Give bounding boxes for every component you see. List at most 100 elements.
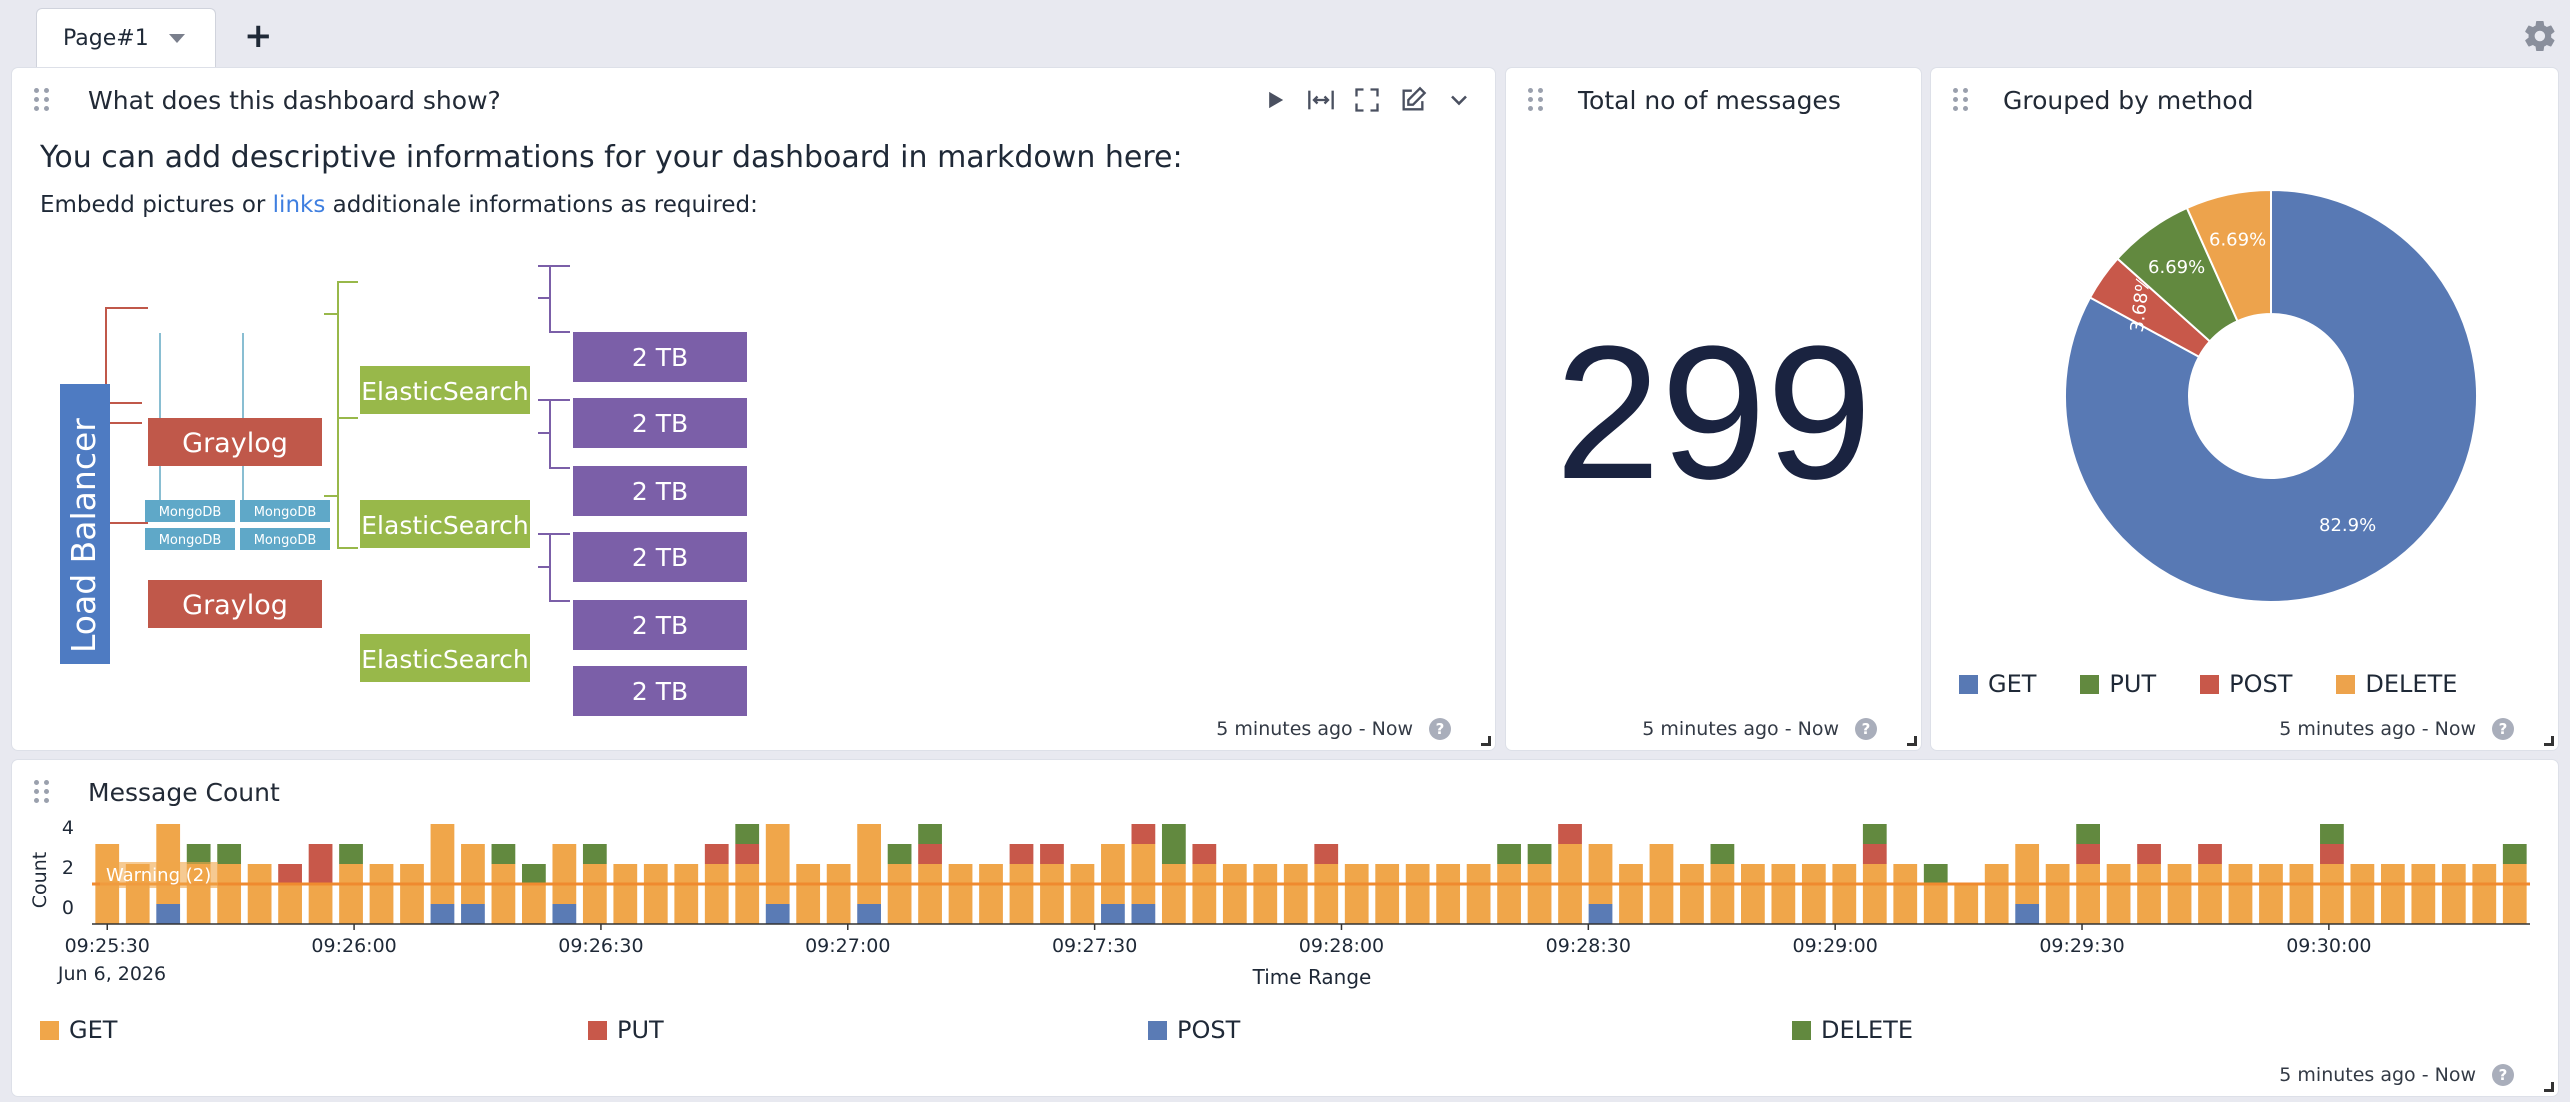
resize-handle[interactable] [1481,736,1491,746]
bar-segment-get[interactable] [1040,864,1064,924]
chevron-down-icon[interactable] [168,34,185,43]
bar-segment-get[interactable] [1832,864,1857,924]
help-icon[interactable]: ? [2492,1064,2514,1086]
bar-segment-get[interactable] [1741,864,1765,924]
bar-segment-put[interactable] [2137,844,2161,864]
bar-segment-put[interactable] [704,844,729,864]
bar-segment-get[interactable] [247,864,272,924]
fullscreen-icon[interactable] [1353,86,1381,114]
expand-width-icon[interactable] [1307,86,1335,114]
bar-segment-get[interactable] [2289,864,2314,924]
drag-handle-icon[interactable] [34,780,52,806]
bar-segment-get[interactable] [1710,864,1735,924]
bar-segment-get[interactable] [1619,864,1643,924]
help-icon[interactable]: ? [2492,718,2514,740]
bar-segment-get[interactable] [1344,864,1369,924]
bar-segment-get[interactable] [1893,864,1918,924]
bar-segment-put[interactable] [1192,844,1217,864]
bar-segment-post[interactable] [552,904,577,924]
play-icon[interactable] [1261,86,1289,114]
bar-segment-get[interactable] [979,864,1003,924]
bar-segment-get[interactable] [1101,844,1125,904]
bar-segment-put[interactable] [1009,844,1034,864]
bar-segment-get[interactable] [1161,864,1186,924]
edit-icon[interactable] [1399,86,1427,114]
bar-segment-delete[interactable] [186,844,211,864]
bar-segment-delete[interactable] [1923,864,1948,884]
legend-item-post[interactable]: POST [2200,670,2292,698]
resize-handle[interactable] [1907,736,1917,746]
bar-segment-put[interactable] [1862,844,1887,864]
bar-segment-delete[interactable] [217,844,242,864]
bar-segment-get[interactable] [2320,864,2344,924]
bar-segment-delete[interactable] [491,844,516,864]
bar-segment-put[interactable] [918,844,942,864]
bar-segment-get[interactable] [1527,864,1552,924]
bar-segment-get[interactable] [1801,864,1826,924]
bar-segment-get[interactable] [2441,864,2466,924]
bar-segment-put[interactable] [735,844,760,864]
bar-segment-get[interactable] [552,844,577,904]
bar-segment-delete[interactable] [522,864,546,884]
drag-handle-icon[interactable] [1953,88,1971,114]
bar-segment-post[interactable] [2015,904,2040,924]
bar-segment-put[interactable] [1314,844,1339,864]
resize-handle[interactable] [2544,1082,2554,1092]
bar-segment-get[interactable] [1283,864,1308,924]
bar-segment-get[interactable] [948,864,973,924]
drag-handle-icon[interactable] [1528,88,1546,114]
bar-segment-get[interactable] [461,844,485,904]
bar-segment-put[interactable] [278,864,302,884]
bar-segment-get[interactable] [918,864,942,924]
legend-item-put[interactable]: PUT [2080,670,2156,698]
bar-segment-post[interactable] [765,904,790,924]
bar-segment-get[interactable] [2380,864,2405,924]
bar-segment-post[interactable] [156,904,181,924]
bar-segment-get[interactable] [278,884,302,924]
bar-segment-get[interactable] [674,864,699,924]
legend-item-post[interactable]: POST [1148,1016,1240,1044]
bar-segment-post[interactable] [1131,904,1156,924]
bar-segment-get[interactable] [1588,844,1613,904]
bar-segment-get[interactable] [2228,864,2253,924]
add-tab-button[interactable]: + [244,16,273,56]
bar-segment-get[interactable] [400,864,424,924]
bar-segment-get[interactable] [1862,864,1887,924]
bar-segment-get[interactable] [826,864,851,924]
bar-segment-get[interactable] [1253,864,1278,924]
chevron-down-icon[interactable] [1445,86,1473,114]
bar-segment-get[interactable] [1771,864,1796,924]
bar-segment-put[interactable] [2198,844,2222,864]
bar-segment-get[interactable] [1192,864,1217,924]
bar-segment-delete[interactable] [887,844,912,864]
bar-segment-delete[interactable] [1527,844,1552,864]
bar-segment-get[interactable] [857,824,881,904]
bar-segment-get[interactable] [369,864,394,924]
legend-item-get[interactable]: GET [1959,670,2036,698]
bar-segment-get[interactable] [2167,864,2192,924]
bar-segment-get[interactable] [582,864,607,924]
bar-segment-get[interactable] [2198,864,2222,924]
tab-page-1[interactable]: Page#1 [36,8,216,68]
bar-segment-get[interactable] [1954,884,1979,924]
bar-segment-get[interactable] [1070,864,1095,924]
bar-segment-put[interactable] [1558,824,1582,844]
bar-segment-get[interactable] [1984,864,2009,924]
bar-segment-delete[interactable] [1862,824,1887,844]
legend-item-put[interactable]: PUT [588,1016,664,1044]
bar-segment-get[interactable] [522,884,546,924]
bar-segment-get[interactable] [2259,864,2283,924]
help-icon[interactable]: ? [1429,718,1451,740]
help-icon[interactable]: ? [1855,718,1877,740]
markdown-link[interactable]: links [272,192,326,218]
bar-segment-get[interactable] [765,824,790,904]
bar-segment-get[interactable] [2076,864,2100,924]
bar-segment-get[interactable] [2411,864,2436,924]
legend-item-delete[interactable]: DELETE [1792,1016,1913,1044]
bar-segment-put[interactable] [308,844,333,884]
bar-segment-get[interactable] [217,864,242,924]
resize-handle[interactable] [2544,736,2554,746]
bar-segment-get[interactable] [735,864,760,924]
bar-segment-delete[interactable] [2502,844,2527,864]
bar-segment-post[interactable] [1101,904,1125,924]
